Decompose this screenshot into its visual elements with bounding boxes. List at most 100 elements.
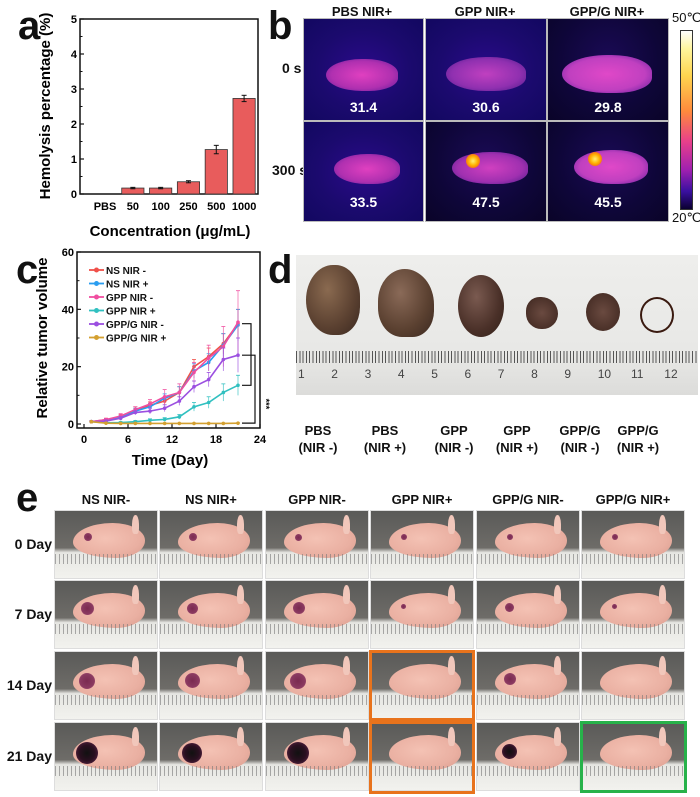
mouse-photo bbox=[476, 580, 580, 649]
mouse-photo bbox=[159, 722, 263, 791]
data-point bbox=[148, 421, 152, 426]
photo-column-header: GPP NIR+ bbox=[391, 492, 453, 507]
x-tick-label: PBS bbox=[94, 201, 117, 213]
photo-row-label: 7 Day bbox=[14, 606, 52, 622]
x-tick-label: 500 bbox=[207, 201, 225, 213]
mouse-ear bbox=[131, 515, 139, 534]
thermal-column-header: GPP NIR+ bbox=[454, 4, 516, 19]
mouse-ear bbox=[342, 515, 350, 534]
ruler-number: 12 bbox=[664, 367, 678, 381]
ruler bbox=[582, 765, 684, 776]
ruler bbox=[55, 694, 157, 705]
thermal-column-header: PBS NIR+ bbox=[331, 4, 393, 19]
mouse-ear bbox=[553, 727, 561, 746]
data-point bbox=[177, 415, 182, 419]
data-point bbox=[162, 421, 167, 426]
tumor-group-label: GPP (NIR -) bbox=[418, 422, 490, 456]
data-point bbox=[221, 390, 226, 395]
ruler-number: 6 bbox=[464, 367, 472, 381]
legend-label: GPP NIR - bbox=[106, 293, 153, 304]
mouse-photo bbox=[265, 722, 369, 791]
mouse-ear bbox=[447, 656, 455, 675]
mouse-photo bbox=[54, 651, 158, 720]
thermal-image: 45.5 bbox=[547, 121, 669, 222]
photo-row-label: 0 Day bbox=[14, 536, 52, 552]
legend-item: GPP NIR - bbox=[89, 293, 153, 304]
legend-marker bbox=[94, 267, 99, 273]
mouse-ear bbox=[342, 585, 350, 604]
mouse-ear bbox=[658, 585, 666, 604]
y-tick-label: 4 bbox=[71, 49, 78, 61]
ruler bbox=[266, 694, 368, 705]
tumor bbox=[81, 602, 94, 616]
photo-column-header: GPP/G NIR+ bbox=[595, 492, 671, 507]
mouse-photo bbox=[370, 722, 474, 791]
thermal-column-header: GPP/G NIR+ bbox=[569, 4, 645, 19]
data-point bbox=[192, 384, 196, 389]
legend-marker bbox=[94, 308, 99, 313]
ruler bbox=[477, 553, 579, 564]
x-tick-label: 12 bbox=[166, 434, 178, 446]
group-name: GPP/G bbox=[617, 423, 659, 438]
mouse-photo bbox=[54, 580, 158, 649]
temperature-value: 45.5 bbox=[594, 194, 622, 210]
ruler bbox=[55, 765, 157, 776]
panel-label-b: b bbox=[268, 4, 293, 48]
mouse-ear bbox=[658, 656, 666, 675]
mouse-heat-region bbox=[446, 57, 526, 91]
mouse-heat-region bbox=[334, 154, 400, 184]
mouse-ear bbox=[342, 656, 350, 675]
data-point bbox=[206, 377, 211, 382]
mouse-heat-region bbox=[326, 59, 398, 91]
mouse-heat-region bbox=[562, 55, 652, 93]
tumor bbox=[188, 533, 197, 542]
data-point bbox=[162, 417, 167, 422]
data-point bbox=[89, 419, 94, 424]
x-tick-label: 24 bbox=[254, 434, 267, 446]
mouse-photo bbox=[54, 722, 158, 791]
y-axis-label: Relative tumor volume bbox=[34, 258, 51, 419]
scale-max-label: 50℃ bbox=[672, 10, 700, 25]
ruler-number: 4 bbox=[397, 367, 405, 381]
plot-frame bbox=[76, 251, 261, 429]
mouse-photo bbox=[370, 510, 474, 579]
scale-min-label: 20℃ bbox=[672, 210, 700, 225]
data-point bbox=[148, 418, 152, 423]
group-name: GPP/G bbox=[559, 423, 601, 438]
ruler bbox=[55, 623, 157, 634]
ruler bbox=[160, 765, 262, 776]
ruler bbox=[582, 553, 684, 564]
tumor bbox=[400, 533, 407, 540]
mouse-photo bbox=[476, 510, 580, 579]
tumor bbox=[611, 533, 618, 540]
ruler-ticks bbox=[296, 351, 698, 363]
data-point bbox=[133, 410, 138, 415]
ruler bbox=[266, 623, 368, 634]
mouse-photo bbox=[581, 651, 685, 720]
mouse-ear bbox=[658, 515, 666, 534]
legend-label: NS NIR - bbox=[106, 266, 146, 277]
ruler-number: 1 bbox=[298, 367, 305, 381]
data-point bbox=[162, 406, 167, 411]
group-condition: (NIR -) bbox=[298, 440, 338, 455]
data-point bbox=[192, 405, 196, 409]
temperature-value: 30.6 bbox=[472, 99, 500, 115]
tumor bbox=[401, 604, 407, 609]
data-point bbox=[236, 320, 240, 325]
legend-label: GPP/G NIR - bbox=[106, 320, 164, 331]
photo-column-header: GPP/G NIR- bbox=[492, 492, 564, 507]
group-name: PBS bbox=[371, 423, 399, 438]
tumor bbox=[292, 602, 305, 615]
tumor bbox=[506, 533, 513, 540]
significance-annotation: *** bbox=[261, 399, 271, 410]
temperature-value: 31.4 bbox=[349, 99, 378, 115]
y-tick-label: 1 bbox=[71, 154, 77, 166]
x-tick-label: 50 bbox=[127, 201, 139, 213]
data-point bbox=[118, 416, 123, 421]
mouse-photo bbox=[581, 580, 685, 649]
x-axis-label: Time (Day) bbox=[132, 452, 208, 469]
data-point bbox=[221, 357, 226, 362]
data-point bbox=[206, 400, 211, 405]
photo-row-label: 14 Day bbox=[6, 677, 52, 693]
mouse-photo bbox=[370, 580, 474, 649]
